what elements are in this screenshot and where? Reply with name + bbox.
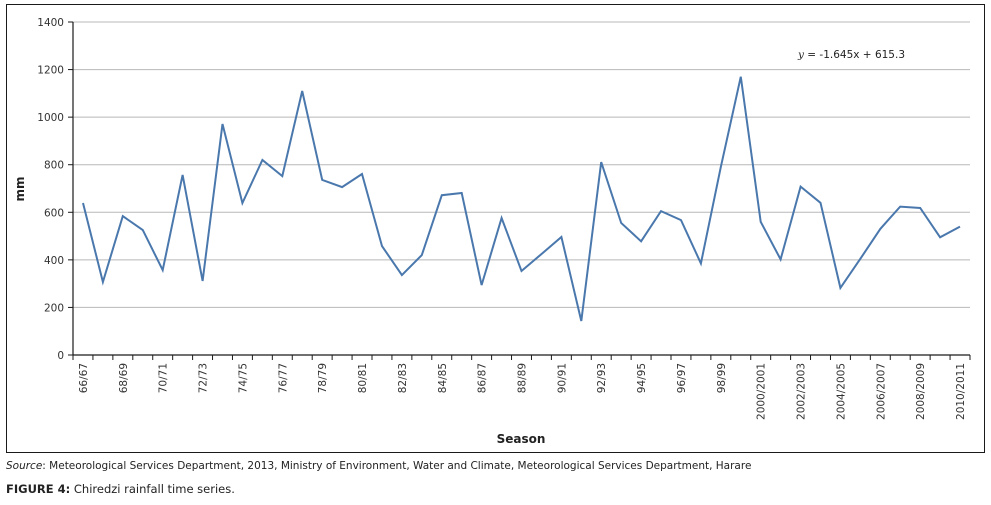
x-tick-label: 96/97 <box>676 363 688 393</box>
x-tick-label: 90/91 <box>556 363 568 393</box>
gridlines <box>73 21 970 308</box>
x-tick-label: 70/71 <box>158 363 170 393</box>
series <box>82 76 961 322</box>
y-tick-label: 0 <box>57 350 64 362</box>
figure-label: FIGURE 4: <box>6 482 71 496</box>
x-tick-label: 2000/2001 <box>756 363 768 420</box>
source-note: Source: Meteorological Services Departme… <box>6 460 751 472</box>
x-tick-label: 68/69 <box>118 363 130 393</box>
x-tick-label: 2006/2007 <box>875 363 887 420</box>
y-tick-label: 1000 <box>37 112 64 124</box>
x-tick-label: 82/83 <box>397 363 409 393</box>
x-tick-label: 84/85 <box>437 363 449 393</box>
x-tick-label: 80/81 <box>357 363 369 393</box>
figure-caption: FIGURE 4: Chiredzi rainfall time series. <box>6 482 235 496</box>
x-tick-label: 78/79 <box>317 363 329 393</box>
axes <box>68 21 971 360</box>
x-tick-label: 88/89 <box>517 363 529 393</box>
x-tick-label: 86/87 <box>477 363 489 393</box>
x-tick-label: 66/67 <box>78 363 90 393</box>
series-line-rainfall <box>82 76 961 322</box>
x-tick-label: 2004/2005 <box>835 363 847 420</box>
x-tick-label: 72/73 <box>198 363 210 393</box>
source-text: : Meteorological Services Department, 20… <box>42 460 752 472</box>
x-tick-label: 76/77 <box>277 363 289 393</box>
source-label: Source <box>6 460 43 472</box>
y-tick-label: 1200 <box>37 65 64 77</box>
rainfall-line-chart: 0 200 400 600 800 1000 1200 1400 66/67 68/69 70/7… <box>13 17 971 446</box>
y-tick-label: 600 <box>44 207 64 219</box>
x-tick-label: 2002/2003 <box>796 363 808 420</box>
x-tick-label: 92/93 <box>596 363 608 393</box>
x-tick-label: 2008/2009 <box>915 363 927 420</box>
y-axis-title: mm <box>13 176 27 201</box>
x-tick-label: 98/99 <box>716 363 728 393</box>
y-tick-label: 400 <box>44 255 64 267</box>
y-tick-labels: 0 200 400 600 800 1000 1200 1400 <box>37 17 64 362</box>
caption-text: Chiredzi rainfall time series. <box>70 482 235 496</box>
y-tick-label: 800 <box>44 160 64 172</box>
x-tick-labels: 66/67 68/69 70/71 72/73 74/75 76/77 78/79 80/81… <box>78 363 967 420</box>
chart-frame <box>6 4 985 453</box>
y-tick-label: 200 <box>44 302 64 314</box>
y-tick-label: 1400 <box>37 17 64 29</box>
x-tick-label: 94/95 <box>636 363 648 393</box>
x-tick-label: 74/75 <box>237 363 249 393</box>
x-tick-label: 2010/2011 <box>955 363 967 420</box>
x-axis-title: Season <box>497 432 546 446</box>
trendline-equation: y = -1.645x + 615.3 <box>797 49 905 61</box>
